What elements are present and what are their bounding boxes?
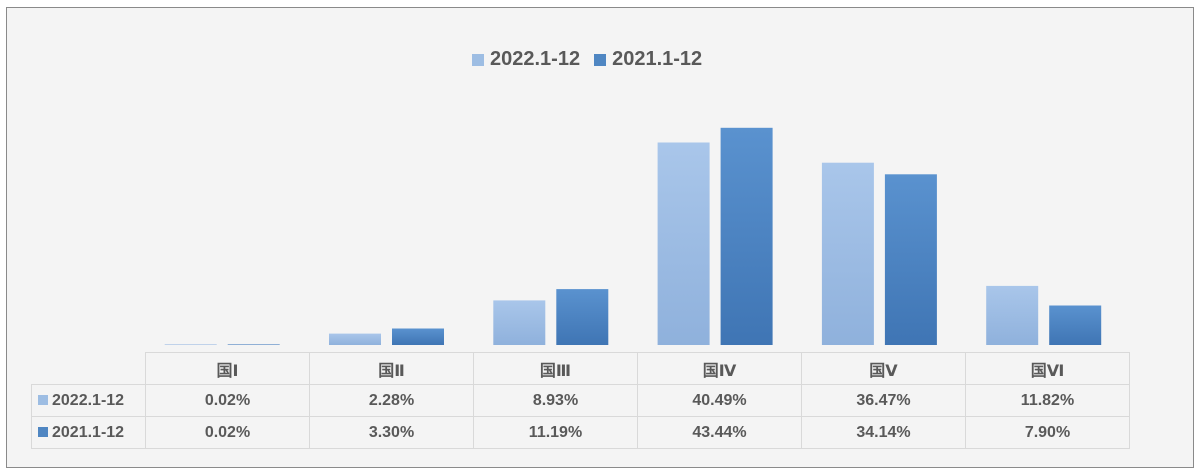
row-label-series-1: 2022.1-12 bbox=[52, 391, 125, 409]
data-label: 0.02% bbox=[145, 384, 310, 417]
tick-label: 国Ⅵ bbox=[965, 352, 1130, 385]
data-table: 国Ⅰ 国Ⅱ 国Ⅲ 国Ⅳ 国Ⅴ 国Ⅵ 2022.1-12 0.02% 2.28% … bbox=[31, 352, 1130, 449]
tick-label: 国Ⅰ bbox=[145, 352, 310, 385]
legend-item-series-2: 2021.1-12 bbox=[594, 48, 702, 71]
table-row-header-series-1: 2022.1-12 bbox=[31, 384, 146, 417]
data-label: 34.14% bbox=[801, 416, 966, 449]
tick-label: 国Ⅲ bbox=[473, 352, 638, 385]
data-label: 7.90% bbox=[965, 416, 1130, 449]
table-corner-cell bbox=[31, 352, 146, 385]
bar-series-1-3 bbox=[493, 300, 546, 345]
row-label-series-2: 2021.1-12 bbox=[52, 423, 125, 441]
bar-series-2-4 bbox=[720, 127, 773, 345]
data-label: 11.82% bbox=[965, 384, 1130, 417]
data-label: 43.44% bbox=[637, 416, 802, 449]
table-header-row: 国Ⅰ 国Ⅱ 国Ⅲ 国Ⅳ 国Ⅴ 国Ⅵ bbox=[31, 352, 1130, 385]
table-row-header-series-2: 2021.1-12 bbox=[31, 416, 146, 449]
bar-series-1-2 bbox=[329, 333, 381, 345]
legend-label-series-2: 2021.1-12 bbox=[612, 48, 703, 70]
data-label: 36.47% bbox=[801, 384, 966, 417]
tick-label: 国Ⅳ bbox=[637, 352, 802, 385]
bar-series-2-6 bbox=[1049, 305, 1102, 345]
tick-label: 国Ⅱ bbox=[309, 352, 474, 385]
bar-series-2-1 bbox=[227, 344, 280, 345]
legend-swatch-series-2 bbox=[594, 53, 607, 66]
data-label: 40.49% bbox=[637, 384, 802, 417]
data-label: 8.93% bbox=[473, 384, 638, 417]
bar-series-2-3 bbox=[556, 289, 609, 345]
row-swatch-series-2 bbox=[38, 427, 48, 438]
bar-series-1-6 bbox=[986, 285, 1039, 345]
legend-label-series-1: 2022.1-12 bbox=[490, 48, 581, 70]
tick-label: 国Ⅴ bbox=[801, 352, 966, 385]
bar-series-1-1 bbox=[164, 344, 217, 345]
data-label: 11.19% bbox=[473, 416, 638, 449]
table-row: 2022.1-12 0.02% 2.28% 8.93% 40.49% 36.47… bbox=[31, 384, 1130, 417]
legend: 2022.1-12 2021.1-12 bbox=[472, 48, 702, 71]
legend-item-series-1: 2022.1-12 bbox=[472, 48, 580, 71]
chart-frame: 2022.1-12 2021.1-12 国Ⅰ 国Ⅱ 国Ⅲ 国Ⅳ 国Ⅴ bbox=[6, 7, 1194, 468]
data-label: 0.02% bbox=[145, 416, 310, 449]
bar-series-1-4 bbox=[657, 142, 710, 345]
bar-series-2-5 bbox=[884, 174, 937, 345]
plot-area bbox=[164, 127, 1102, 345]
data-label: 2.28% bbox=[309, 384, 474, 417]
legend-swatch-series-1 bbox=[472, 53, 484, 66]
data-label: 3.30% bbox=[309, 416, 474, 449]
bar-series-1-5 bbox=[821, 162, 874, 345]
row-swatch-series-1 bbox=[38, 395, 48, 406]
table-row: 2021.1-12 0.02% 3.30% 11.19% 43.44% 34.1… bbox=[31, 416, 1130, 449]
bar-series-2-2 bbox=[392, 328, 444, 345]
bars-group bbox=[164, 127, 1102, 345]
